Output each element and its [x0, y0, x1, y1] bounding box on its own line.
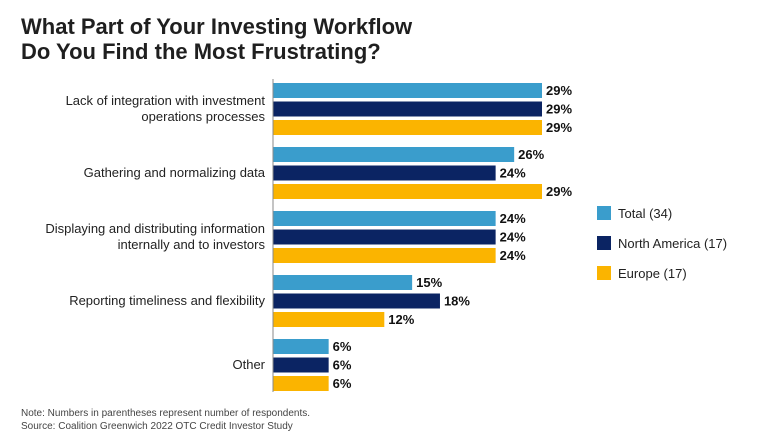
bar-north-america-4 [273, 357, 329, 373]
category-label-0: Lack of integration with investment opera… [66, 93, 266, 124]
legend-item-total: Total (34) [597, 198, 727, 228]
legend-label-north-america: North America (17) [618, 235, 728, 251]
bar-europe-3 [273, 312, 385, 327]
value-label-total-3: 15% [416, 275, 442, 290]
value-label-europe-0: 29% [546, 120, 572, 135]
value-label-north-america-4: 6% [333, 358, 352, 373]
category-label-2: Displaying and distributing information i… [45, 221, 265, 252]
footer: Note: Numbers in parentheses represent n… [21, 407, 310, 433]
chart-title-line-2: Do You Find the Most Frustrating? [21, 39, 381, 64]
bar-europe-0 [273, 120, 542, 135]
legend-swatch-north-america [597, 236, 611, 250]
value-label-europe-3: 12% [388, 312, 414, 327]
bar-total-3 [273, 275, 413, 290]
bar-europe-2 [273, 248, 496, 263]
bar-total-2 [273, 211, 496, 226]
legend-label-total: Total (34) [618, 205, 673, 221]
value-label-total-1: 26% [518, 147, 544, 162]
category-label-1: Gathering and normalizing data [84, 165, 266, 180]
source-line: Source: Coalition Greenwich 2022 OTC Cre… [21, 421, 293, 432]
value-label-europe-4: 6% [333, 376, 352, 391]
bar-north-america-2 [273, 229, 496, 245]
value-label-total-4: 6% [333, 339, 352, 354]
value-label-north-america-0: 29% [546, 102, 572, 117]
value-label-north-america-3: 18% [444, 294, 470, 309]
legend-label-europe: Europe (17) [618, 265, 687, 281]
value-label-europe-1: 29% [546, 184, 572, 199]
value-label-total-2: 24% [500, 211, 526, 226]
bar-north-america-1 [273, 165, 496, 181]
bar-north-america-3 [273, 293, 440, 309]
legend: Total (34) North America (17) Europe (17… [597, 198, 727, 288]
bar-north-america-0 [273, 101, 542, 117]
value-label-total-0: 29% [546, 83, 572, 98]
value-label-north-america-1: 24% [500, 166, 526, 181]
legend-item-north-america: North America (17) [597, 228, 727, 258]
bar-europe-1 [273, 184, 542, 199]
chart-title-line-1: What Part of Your Investing Workflow [21, 14, 413, 39]
category-label-3: Reporting timeliness and flexibility [69, 293, 265, 308]
value-label-europe-2: 24% [500, 248, 526, 263]
legend-item-europe: Europe (17) [597, 258, 727, 288]
bar-total-1 [273, 147, 515, 162]
legend-swatch-total [597, 206, 611, 220]
category-label-4: Other [232, 357, 265, 372]
chart-title: What Part of Your Investing Workflow Do … [21, 14, 412, 64]
bar-total-4 [273, 339, 329, 354]
bar-europe-4 [273, 376, 329, 391]
footnote: Note: Numbers in parentheses represent n… [21, 408, 311, 419]
legend-swatch-europe [597, 266, 611, 280]
bar-total-0 [273, 83, 542, 98]
value-label-north-america-2: 24% [500, 230, 526, 245]
